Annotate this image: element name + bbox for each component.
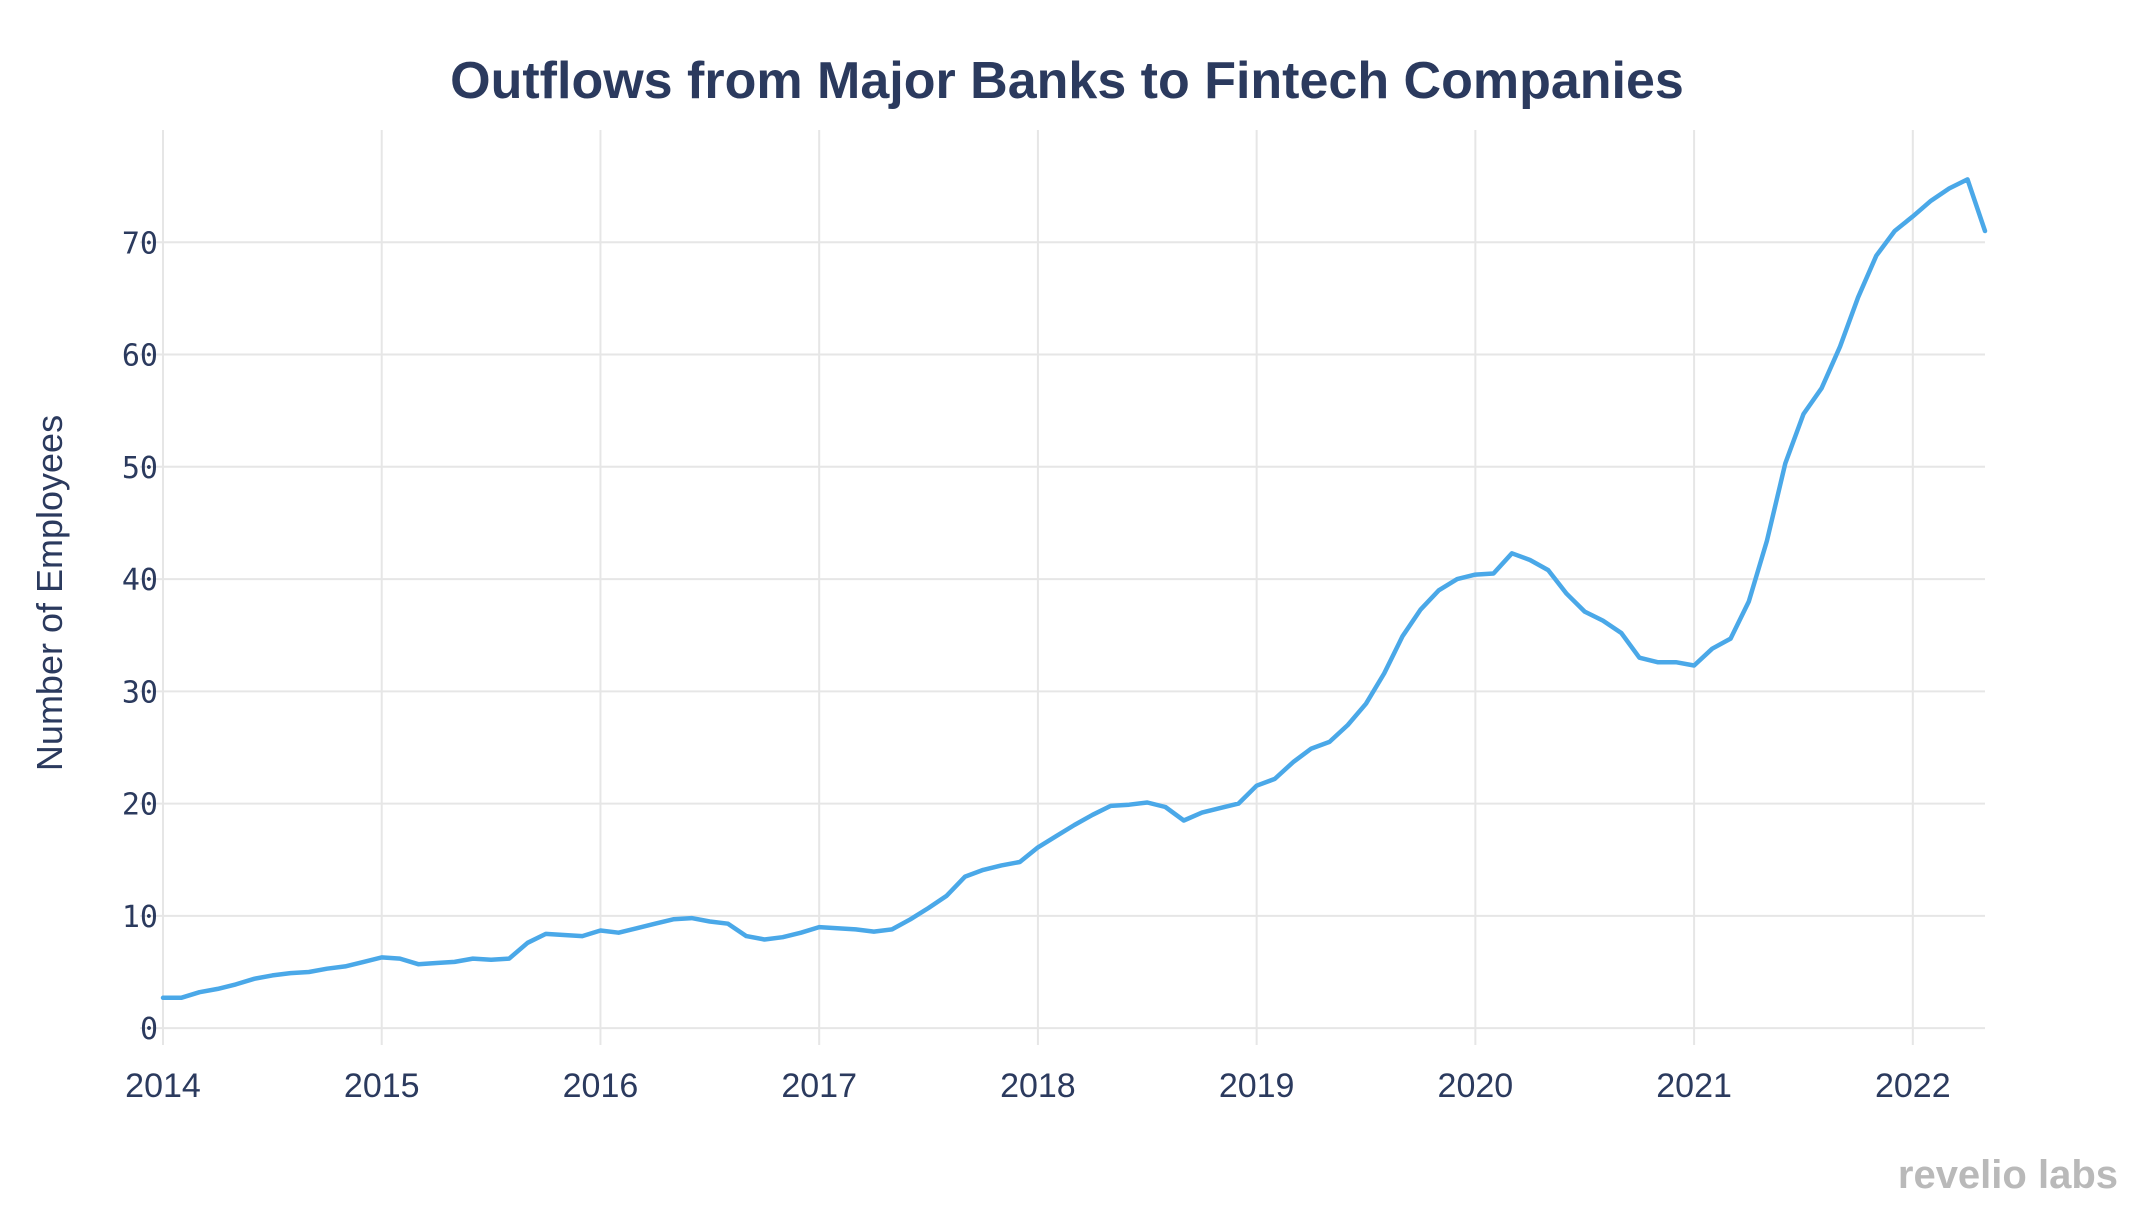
x-tick-labels: 2014 2015 2016 2017 2018 2019 2020 2021 2022: [125, 1067, 1950, 1105]
x-tick-label: 2016: [563, 1067, 639, 1105]
x-tick-label: 2019: [1219, 1067, 1295, 1105]
series-line: [160, 177, 1988, 1001]
y-axis-label: Number of Employees: [29, 415, 70, 771]
y-tick-label: 50: [122, 451, 158, 486]
x-tick-label: 2018: [1000, 1067, 1076, 1105]
y-tick-label: 0: [140, 1012, 158, 1047]
y-tick-label: 70: [122, 226, 158, 261]
y-tick-label: 60: [122, 339, 158, 374]
x-tick-label: 2015: [344, 1067, 420, 1105]
x-tick-label: 2014: [125, 1067, 201, 1105]
y-tick-label: 30: [122, 675, 158, 710]
x-tick-label: 2022: [1875, 1067, 1951, 1105]
y-tick-label: 20: [122, 788, 158, 823]
revelio-labs-logo: revelio labs: [1898, 1153, 2118, 1197]
y-gridlines: [140, 241, 1985, 1030]
x-tick-label: 2020: [1438, 1067, 1514, 1105]
x-gridlines: [162, 130, 1914, 1045]
y-tick-label: 40: [122, 563, 158, 598]
chart-title: Outflows from Major Banks to Fintech Com…: [450, 52, 1684, 110]
x-tick-label: 2021: [1656, 1067, 1732, 1105]
y-tick-labels: 0 10 20 30 40 50 60 70: [122, 226, 158, 1047]
x-tick-label: 2017: [781, 1067, 857, 1105]
y-tick-label: 10: [122, 900, 158, 935]
